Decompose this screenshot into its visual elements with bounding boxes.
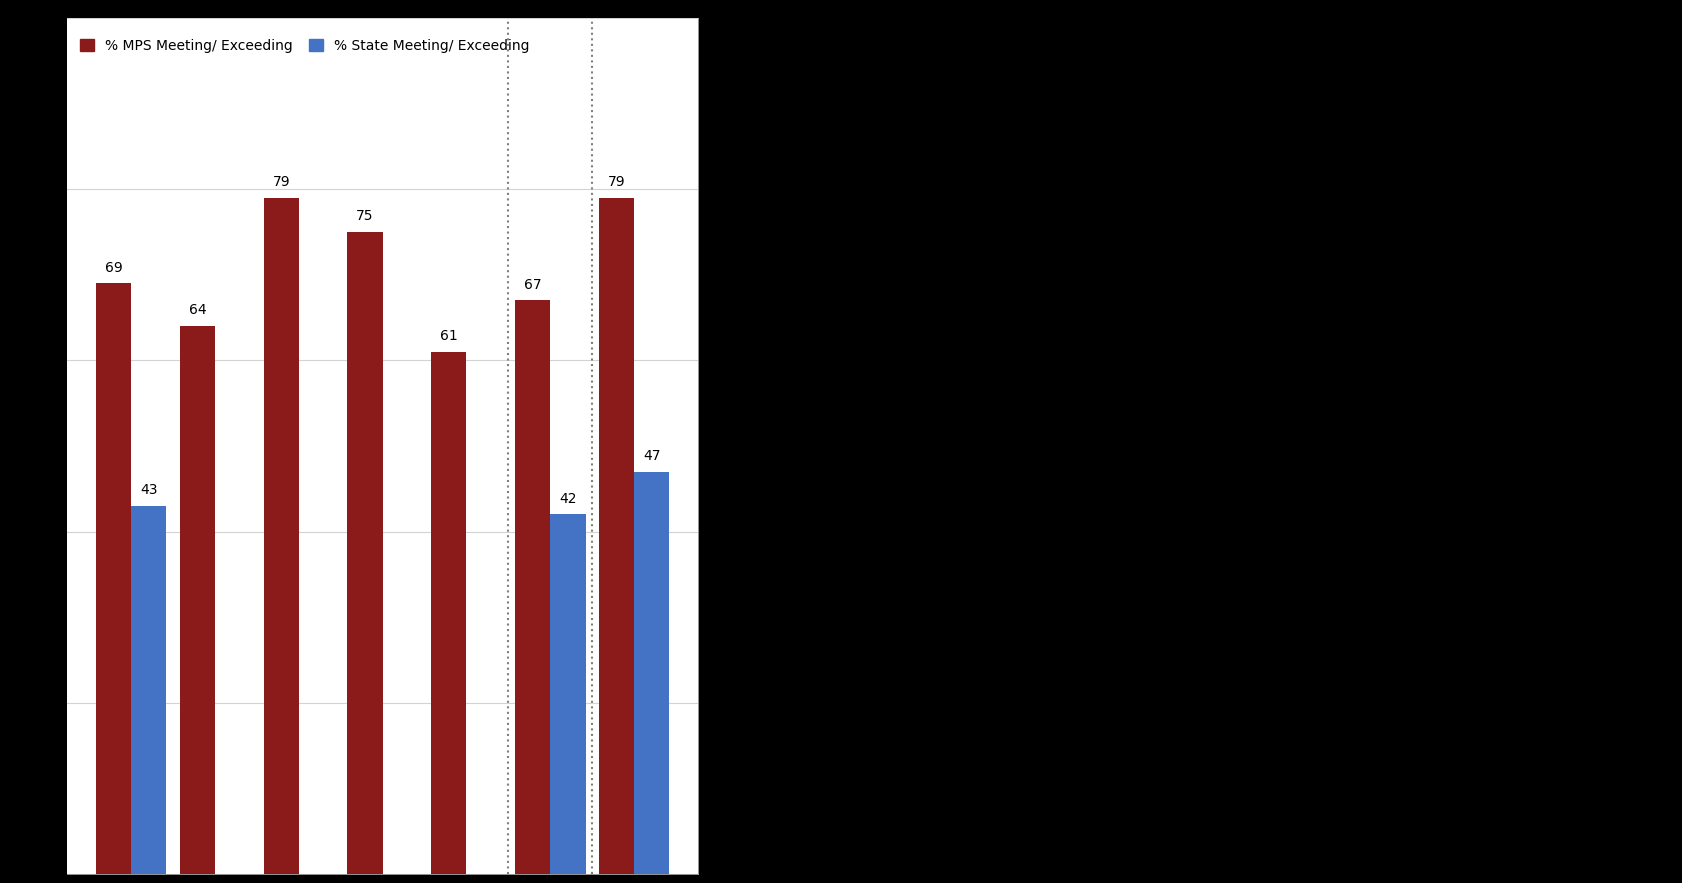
Text: 47: 47	[643, 449, 661, 463]
Bar	[348, 231, 382, 874]
Text: 61: 61	[441, 329, 458, 343]
Bar	[599, 198, 634, 874]
Text: 67: 67	[523, 278, 542, 291]
Text: 42: 42	[558, 492, 577, 506]
Bar	[131, 506, 167, 874]
Text: 64: 64	[188, 304, 207, 317]
Bar	[634, 472, 669, 874]
Bar	[180, 326, 215, 874]
Bar	[96, 283, 131, 874]
Text: 75: 75	[357, 209, 373, 223]
Bar	[264, 198, 299, 874]
Text: 79: 79	[607, 175, 626, 189]
Text: 43: 43	[140, 483, 158, 497]
Bar	[431, 351, 466, 874]
Text: 69: 69	[104, 260, 123, 275]
Bar	[515, 300, 550, 874]
Bar	[550, 515, 585, 874]
Text: 79: 79	[272, 175, 289, 189]
Legend: % MPS Meeting/ Exceeding, % State Meeting/ Exceeding: % MPS Meeting/ Exceeding, % State Meetin…	[74, 34, 535, 58]
